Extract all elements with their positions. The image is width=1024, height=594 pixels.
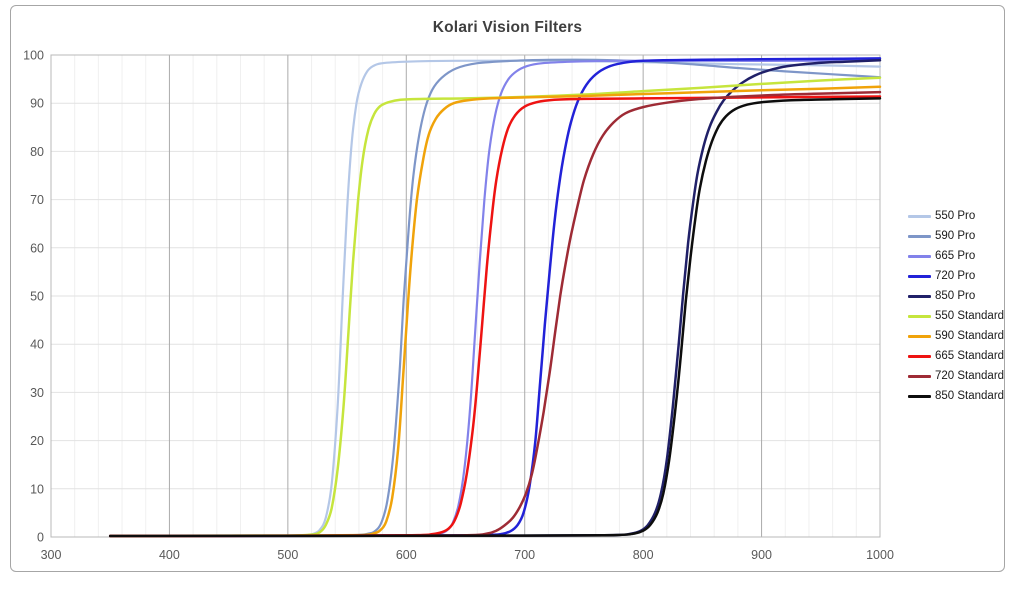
legend-item-665-standard: 665 Standard [908,346,1004,366]
legend-item-550-pro: 550 Pro [908,206,1004,226]
legend-label: 590 Standard [935,330,1005,342]
legend-swatch [908,374,931,378]
legend-item-720-pro: 720 Pro [908,266,1004,286]
series-line-665-standard [108,95,882,538]
series-line-550-standard [108,76,882,538]
x-tick-label: 800 [633,548,654,562]
y-tick-label: 90 [30,97,44,111]
legend-swatch [908,274,931,278]
series-line-550-pro [109,59,882,538]
legend-swatch [908,394,931,398]
y-tick-label: 50 [30,290,44,304]
y-tick-label: 20 [30,434,44,448]
legend-item-550-standard: 550 Standard [908,306,1004,326]
legend-swatch [908,254,931,258]
legend-label: 850 Pro [935,290,976,302]
legend-swatch [908,354,931,358]
series-line-720-standard [108,90,882,538]
legend-swatch [908,294,931,298]
legend-item-665-pro: 665 Pro [908,246,1004,266]
x-tick-label: 400 [159,548,180,562]
legend-label: 720 Pro [935,270,976,282]
x-tick-label: 500 [277,548,298,562]
x-tick-label: 600 [396,548,417,562]
series-line-850-standard [108,97,882,538]
legend-swatch [908,234,931,238]
legend-label: 665 Pro [935,250,976,262]
y-tick-label: 60 [30,241,44,255]
y-tick-label: 0 [37,531,44,545]
legend-label: 590 Pro [935,230,976,242]
legend-item-590-standard: 590 Standard [908,326,1004,346]
series-line-665-pro [109,59,882,538]
legend-swatch [908,214,931,218]
x-tick-label: 900 [751,548,772,562]
plot-border [50,54,881,538]
x-tick-label: 700 [514,548,535,562]
legend-item-850-pro: 850 Pro [908,286,1004,306]
series-line-590-standard [108,85,882,538]
legend-label: 550 Pro [935,210,976,222]
x-tick-label: 300 [41,548,62,562]
legend-swatch [908,334,931,338]
legend-label: 850 Standard [935,390,1005,402]
legend-item-590-pro: 590 Pro [908,226,1004,246]
series-line-720-pro [108,57,882,538]
legend-label: 550 Standard [935,310,1005,322]
series-line-850-pro [108,59,882,538]
legend-item-850-standard: 850 Standard [908,386,1004,406]
y-tick-label: 40 [30,338,44,352]
legend-label: 720 Standard [935,370,1005,382]
legend-label: 665 Standard [935,350,1005,362]
y-tick-label: 100 [23,49,44,63]
x-tick-label: 1000 [866,548,894,562]
legend-swatch [908,314,931,318]
chart-title: Kolari Vision Filters [432,19,583,36]
series-line-590-pro [109,58,882,538]
y-tick-label: 10 [30,482,44,496]
y-tick-label: 30 [30,386,44,400]
y-tick-label: 80 [30,145,44,159]
legend: 550 Pro 590 Pro 665 Pro 720 Pro 850 Pro 550 S… [908,206,1004,406]
y-tick-label: 70 [30,193,44,207]
legend-item-720-standard: 720 Standard [908,366,1004,386]
